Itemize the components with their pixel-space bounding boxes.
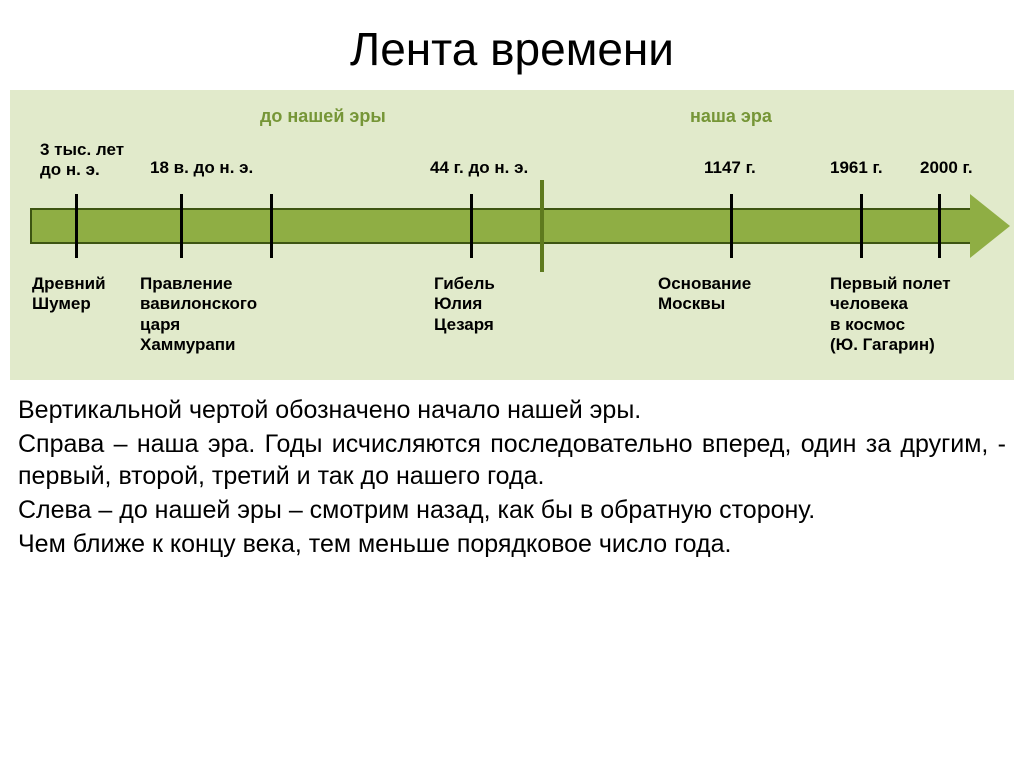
timeline-date-label: 18 в. до н. э.	[150, 158, 253, 178]
timeline-arrow-head	[970, 194, 1010, 258]
timeline-date-label: 2000 г.	[920, 158, 973, 178]
timeline-tick	[470, 194, 473, 258]
timeline-date-label: 44 г. до н. э.	[430, 158, 528, 178]
timeline-diagram: до нашей эры наша эра 3 тыс. летдо н. э.…	[10, 90, 1014, 380]
timeline-tick	[730, 194, 733, 258]
timeline-date-label: 3 тыс. летдо н. э.	[40, 140, 124, 179]
timeline-arrow-rail	[30, 208, 974, 244]
timeline-date-label: 1147 г.	[704, 158, 756, 178]
timeline-date-label: 1961 г.	[830, 158, 883, 178]
era-label-bce: до нашей эры	[260, 106, 386, 127]
era-divider-line	[540, 180, 544, 272]
timeline-event-label: ОснованиеМосквы	[658, 274, 751, 315]
explanation-text: Вертикальной чертой обозначено начало на…	[0, 380, 1024, 560]
timeline-tick	[180, 194, 183, 258]
timeline-event-label: ДревнийШумер	[32, 274, 106, 315]
body-paragraph: Справа – наша эра. Годы исчисляются посл…	[18, 428, 1006, 492]
timeline-tick	[270, 194, 273, 258]
slide-title: Лента времени	[0, 0, 1024, 90]
timeline-event-label: ГибельЮлияЦезаря	[434, 274, 495, 335]
body-paragraph: Вертикальной чертой обозначено начало на…	[18, 394, 1006, 426]
timeline-tick	[860, 194, 863, 258]
timeline-tick	[938, 194, 941, 258]
era-label-ce: наша эра	[690, 106, 772, 127]
timeline-tick	[75, 194, 78, 258]
body-paragraph: Чем ближе к концу века, тем меньше поряд…	[18, 528, 1006, 560]
slide: Лента времени до нашей эры наша эра 3 ты…	[0, 0, 1024, 767]
timeline-event-label: Первый полетчеловекав космос(Ю. Гагарин)	[830, 274, 951, 356]
body-paragraph: Слева – до нашей эры – смотрим назад, ка…	[18, 494, 1006, 526]
timeline-event-label: ПравлениевавилонскогоцаряХаммурапи	[140, 274, 257, 356]
